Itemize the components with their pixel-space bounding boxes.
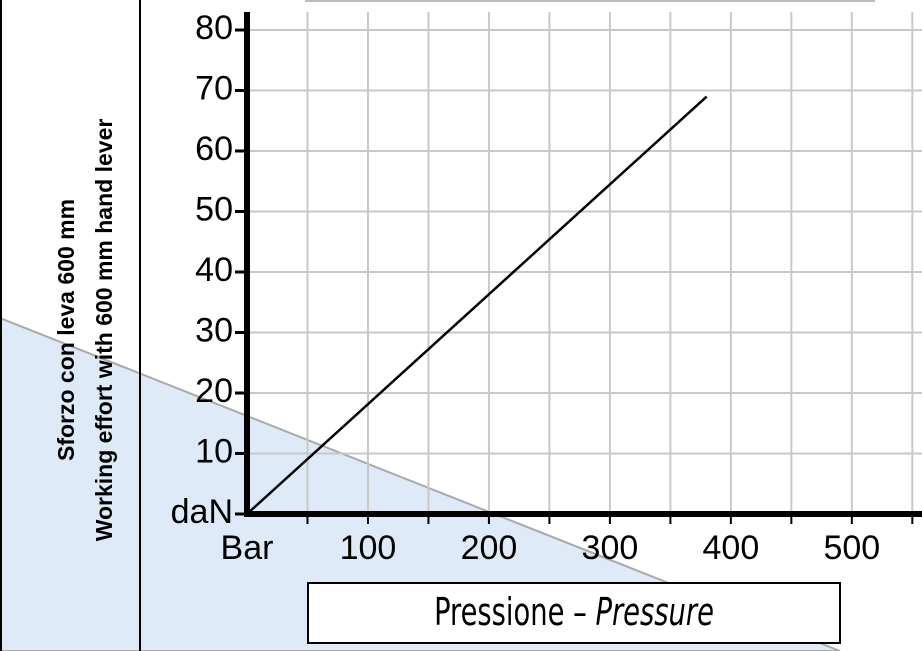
- y-tick-label: 20: [195, 372, 233, 410]
- background-shape: [0, 316, 841, 651]
- y-tick-label: 10: [195, 432, 233, 470]
- x-tick-label: 200: [461, 529, 518, 567]
- y-tick-label: 50: [195, 190, 233, 228]
- y-tick-label: 70: [195, 69, 233, 107]
- x-label: Pressione – Pressure: [434, 590, 714, 634]
- x-tick-label: 100: [340, 529, 397, 567]
- y-label: Sforzo con leva 600 mm: [53, 199, 79, 461]
- x-tick-label: 500: [823, 529, 880, 567]
- data-line: [246, 95, 708, 515]
- y-tick-label: 60: [195, 130, 233, 168]
- x-label-box: [307, 582, 841, 644]
- x-tick-label: Bar: [221, 529, 274, 567]
- x-tick-label: 300: [582, 529, 639, 567]
- y-tick-label: daN: [171, 493, 233, 531]
- y-label: Working effort with 600 mm hand lever: [91, 119, 117, 542]
- x-label-en: Pressure: [595, 590, 713, 634]
- plot: daN 10 20 30 40 50 60 70 80 Bar 100 200 300 400 500: [171, 9, 922, 567]
- x-tick-label: 400: [703, 529, 760, 567]
- y-tick-label: 40: [195, 251, 233, 289]
- y-label-box: [0, 0, 141, 651]
- y-tick-label: 80: [195, 9, 233, 47]
- x-label-it: Pressione –: [434, 590, 587, 634]
- y-tick-label: 30: [195, 311, 233, 349]
